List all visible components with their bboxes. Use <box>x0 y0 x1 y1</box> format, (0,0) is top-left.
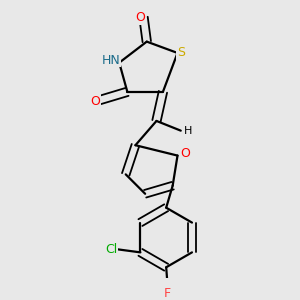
Text: O: O <box>135 11 145 24</box>
Text: F: F <box>164 287 171 300</box>
Text: Cl: Cl <box>105 243 117 256</box>
Text: O: O <box>90 95 100 108</box>
Text: S: S <box>177 46 185 59</box>
Text: O: O <box>181 148 190 160</box>
Text: H: H <box>184 126 192 136</box>
Text: HN: HN <box>102 54 121 67</box>
